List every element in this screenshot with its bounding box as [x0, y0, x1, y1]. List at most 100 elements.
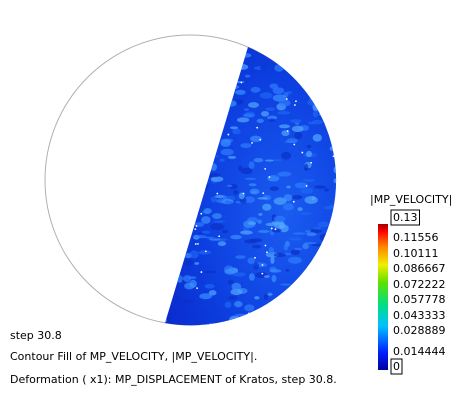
speckle [236, 64, 249, 70]
speckle [180, 86, 185, 92]
speckle [165, 282, 168, 287]
speckle [232, 80, 245, 84]
legend-label: 0.028889 [393, 324, 446, 337]
speckle [286, 185, 291, 189]
speckle [157, 45, 165, 48]
speckle [242, 192, 245, 195]
legend-labels: 0.13 0.11556 0.10111 0.086667 0.072222 0.0577… [390, 209, 446, 375]
speckle [333, 165, 337, 174]
caption-line: Deformation ( x1): MP_DISPLACEMENT of Kr… [10, 373, 337, 386]
speckle [203, 270, 217, 274]
speckle [284, 295, 295, 302]
speckle [222, 106, 225, 108]
speckle [225, 84, 240, 90]
speckle [172, 252, 175, 255]
speckle [320, 100, 331, 104]
speckle [165, 173, 173, 182]
speckle [277, 111, 291, 115]
speckle [274, 64, 284, 72]
speckle [177, 239, 191, 243]
speckle [315, 105, 327, 112]
speckle [309, 283, 320, 287]
speckle [273, 252, 287, 258]
speckle [221, 229, 229, 234]
speckle [301, 302, 315, 309]
speckle [176, 64, 190, 71]
speckle [165, 166, 173, 169]
contour-fill [165, 47, 337, 326]
speckle [210, 196, 217, 203]
speckle [291, 195, 303, 200]
speckle [183, 213, 186, 216]
speckle [265, 107, 276, 111]
speckle [319, 250, 331, 258]
speckle [304, 196, 318, 204]
speckle [189, 279, 197, 288]
speckle [326, 299, 337, 305]
speckle [185, 173, 199, 180]
speckle [221, 88, 224, 91]
speckle [329, 146, 336, 152]
speckle [261, 264, 264, 266]
speckle [292, 232, 307, 235]
speckle [291, 57, 296, 63]
speckle [293, 247, 303, 251]
speckle [230, 84, 236, 93]
speckle [231, 64, 242, 72]
speckle [328, 293, 337, 302]
speckle [256, 118, 264, 123]
speckle [319, 293, 333, 301]
speckle [189, 105, 195, 110]
speckle [307, 86, 321, 91]
speckle [279, 322, 293, 326]
speckle [174, 75, 179, 81]
speckle [289, 119, 302, 123]
speckle [323, 272, 329, 278]
speckle [286, 287, 300, 294]
speckle [241, 53, 252, 58]
speckle [165, 215, 169, 220]
speckle [197, 242, 199, 245]
speckle [309, 275, 323, 282]
speckle [320, 264, 333, 269]
speckle [267, 293, 273, 296]
speckle [273, 197, 287, 205]
speckle [269, 83, 279, 89]
speckle [300, 323, 311, 326]
speckle [228, 295, 238, 300]
speckle [263, 293, 269, 301]
speckle [174, 248, 185, 255]
speckle [286, 90, 293, 95]
speckle [289, 285, 297, 290]
speckle [165, 325, 166, 326]
speckle [203, 143, 216, 149]
speckle [212, 155, 219, 158]
speckle [186, 102, 192, 107]
speckle [170, 163, 185, 170]
speckle [165, 213, 169, 217]
speckle [283, 194, 293, 202]
speckle [201, 230, 211, 234]
speckle [297, 71, 311, 79]
speckle [286, 130, 289, 132]
legend-label: 0.086667 [393, 262, 446, 275]
speckle [281, 299, 288, 303]
speckle [254, 296, 260, 300]
speckle [244, 304, 255, 312]
legend-label: 0.014444 [393, 345, 446, 358]
speckle [324, 243, 336, 250]
speckle [183, 274, 192, 283]
speckle [269, 269, 282, 273]
speckle [225, 200, 233, 205]
speckle [257, 219, 262, 224]
speckle [165, 258, 170, 266]
speckle [280, 321, 294, 326]
legend-label: 0.072222 [393, 278, 446, 291]
speckle [240, 167, 253, 175]
speckle [199, 293, 212, 300]
speckle [307, 99, 319, 106]
speckle [302, 273, 316, 278]
speckle [303, 163, 309, 171]
speckle [176, 259, 179, 261]
speckle [208, 323, 215, 326]
